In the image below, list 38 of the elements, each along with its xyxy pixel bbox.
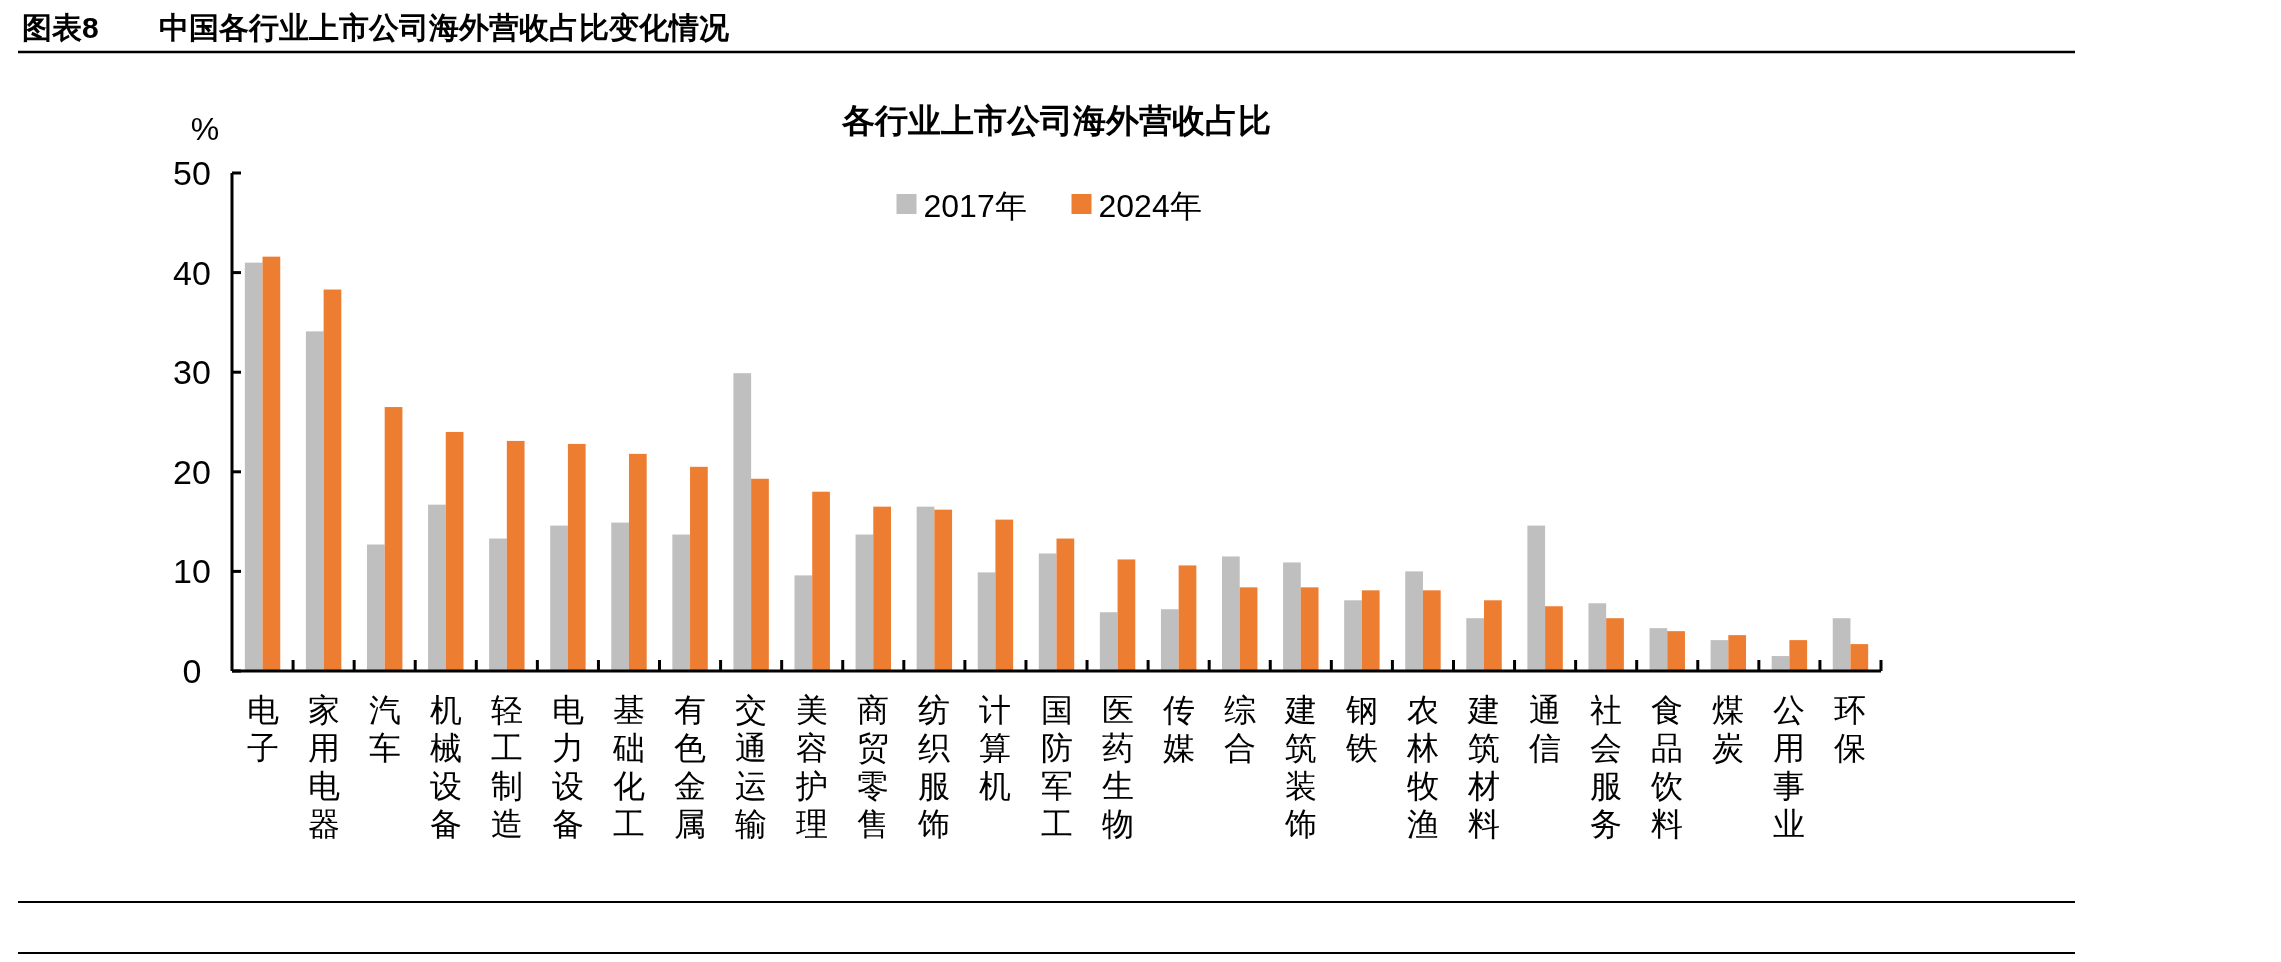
x-tick-label: 基础化工 xyxy=(611,692,645,842)
x-tick-label: 传媒 xyxy=(1162,692,1195,766)
x-tick-label: 社会服务 xyxy=(1590,692,1623,842)
x-tick-label: 计算机 xyxy=(979,692,1012,804)
x-tick-label: 公用事业 xyxy=(1773,692,1806,842)
x-tick-label: 医药生物 xyxy=(1101,692,1134,842)
y-axis-title: % xyxy=(190,111,220,147)
x-tick-label: 国防军工 xyxy=(1040,692,1073,842)
x-tick-label: 食品饮料 xyxy=(1650,692,1684,842)
y-tick-label: 50 xyxy=(173,154,211,192)
x-tick-label: 环保 xyxy=(1834,692,1867,766)
y-tick-label: 40 xyxy=(173,253,211,292)
x-tick-label: 电力设备 xyxy=(551,692,584,842)
x-tick-label: 美容护理 xyxy=(795,692,829,842)
x-tick-label: 农林牧渔 xyxy=(1405,692,1439,842)
x-tick-label: 煤炭 xyxy=(1712,692,1745,766)
x-tick-label: 家用电器 xyxy=(307,692,340,842)
y-tick-label: 10 xyxy=(173,552,211,591)
y-tick-label: 30 xyxy=(173,353,211,392)
x-tick-label: 综合 xyxy=(1223,692,1256,766)
x-tick-label: 通信 xyxy=(1529,692,1562,766)
legend-label: 2017年 xyxy=(923,188,1027,224)
x-tick-label: 机械设备 xyxy=(429,692,462,842)
x-tick-label: 纺织服饰 xyxy=(917,692,951,842)
chart-title: 各行业上市公司海外营收占比 xyxy=(841,102,1271,139)
x-tick-label: 建筑装饰 xyxy=(1283,692,1317,842)
x-tick-label: 有色金属 xyxy=(674,692,707,842)
y-tick-label: 20 xyxy=(173,452,211,491)
x-tick-label: 钢铁 xyxy=(1344,692,1378,766)
x-tick-label: 交通运输 xyxy=(735,692,768,842)
x-tick-label: 电子 xyxy=(246,692,279,766)
x-tick-label: 汽车 xyxy=(368,692,401,766)
x-tick-label: 商贸零售 xyxy=(857,692,890,842)
chart-subtitle: 图表8 中国各行业上市公司海外营收占比变化情况 xyxy=(22,11,730,44)
y-tick-label: 0 xyxy=(182,652,202,690)
x-tick-label: 轻工制造 xyxy=(490,692,523,842)
legend-label: 2024年 xyxy=(1098,188,1202,224)
x-tick-label: 建筑材料 xyxy=(1467,692,1501,842)
